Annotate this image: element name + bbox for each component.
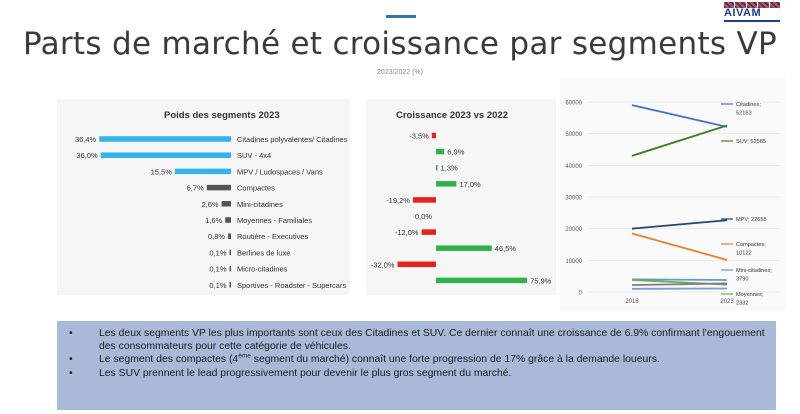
share-value-label: 0,1% xyxy=(209,248,226,257)
share-bar xyxy=(229,282,231,288)
growth-value-label: -32,0% xyxy=(371,260,395,269)
growth-value-label: 17,0% xyxy=(459,180,481,189)
share-value-label: 6,7% xyxy=(187,184,204,193)
series-data-label: Moyennes; xyxy=(736,292,764,298)
share-bar xyxy=(225,217,231,223)
aivam-logo: AIVAM xyxy=(724,2,781,22)
share-bar xyxy=(221,201,231,207)
y-tick-label: 50000 xyxy=(565,132,582,138)
share-bar xyxy=(99,136,232,142)
series-data-label: 3790 xyxy=(736,277,748,283)
growth-bar xyxy=(436,245,492,251)
growth-value-label: -3,5% xyxy=(409,132,429,141)
commentary-item-3: Les SUV prennent le lead progressivement… xyxy=(69,367,766,380)
y-tick-label: 20000 xyxy=(565,227,582,233)
x-tick-label: 2023 xyxy=(720,299,734,305)
growth-value-label: 46,5% xyxy=(495,244,517,253)
logo-underline xyxy=(724,20,780,22)
share-bar xyxy=(228,233,231,239)
commentary-item-1: Les deux segments VP les plus importants… xyxy=(69,327,766,353)
y-tick-label: 10000 xyxy=(565,259,582,265)
share-bar xyxy=(100,152,232,158)
growth-bar xyxy=(431,132,436,139)
share-bar xyxy=(229,265,231,272)
share-category-label: SUV - 4x4 xyxy=(237,151,271,160)
page-subtitle: 2023/2022 (%) xyxy=(377,69,423,76)
commentary-box: Les deux segments VP les plus importants… xyxy=(57,321,776,410)
growth-bar xyxy=(436,164,438,171)
y-tick-label: 40000 xyxy=(565,164,582,170)
share-value-label: 2,6% xyxy=(201,200,218,209)
share-category-label: Mini-citadines xyxy=(237,200,283,209)
share-category-label: MPV / Ludospaces / Vans xyxy=(237,167,323,176)
series-data-label: Citadines; xyxy=(736,102,761,108)
share-value-label: 36,4% xyxy=(75,135,97,144)
share-value-label: 0,1% xyxy=(209,281,226,290)
growth-chart-title: Croissance 2023 vs 2022 xyxy=(396,110,508,121)
growth-bar xyxy=(436,181,457,187)
commentary-list: Les deux segments VP les plus importants… xyxy=(69,327,766,380)
logo-text: AIVAM xyxy=(724,7,762,19)
growth-value-label: 6,9% xyxy=(447,148,464,157)
y-tick-label: 60000 xyxy=(565,101,582,107)
series-line xyxy=(631,219,728,230)
growth-bar xyxy=(421,229,436,235)
share-value-label: 36,0% xyxy=(76,151,98,160)
growth-value-label: -19,2% xyxy=(386,196,410,205)
growth-bar xyxy=(397,261,436,268)
growth-value-label: -12,0% xyxy=(395,228,419,237)
growth-bar xyxy=(436,277,528,284)
share-chart-title: Poids des segments 2023 xyxy=(164,110,280,121)
x-tick-label: 2018 xyxy=(625,299,639,305)
share-chart-panel xyxy=(57,99,350,295)
growth-bar xyxy=(436,148,445,155)
trend-chart-panel xyxy=(560,78,786,310)
y-tick-label: 30000 xyxy=(565,196,582,202)
growth-value-label: 1,3% xyxy=(441,164,458,173)
share-category-label: Berlines de luxe xyxy=(237,248,290,257)
share-category-label: Sportives - Roadster - Supercars xyxy=(237,281,346,290)
series-line xyxy=(631,282,728,286)
commentary-item-2: Le segment des compactes (4ème segment d… xyxy=(69,353,766,367)
share-bar xyxy=(229,249,231,256)
share-category-label: Routière - Executives xyxy=(237,232,309,241)
page-title: Parts de marché et croissance par segmen… xyxy=(22,26,778,62)
series-data-label: Mini-citadines; xyxy=(736,268,772,274)
share-category-label: Compactes xyxy=(237,184,275,193)
series-data-label: 10122 xyxy=(736,251,752,257)
series-data-label: Compactes; xyxy=(736,242,766,248)
logo-mark xyxy=(724,2,781,8)
title-accent-rule xyxy=(386,15,416,18)
share-value-label: 0,1% xyxy=(209,265,226,274)
growth-bar xyxy=(412,197,436,203)
share-category-label: Micro-citadines xyxy=(237,265,288,274)
series-data-label: MPV; 22655 xyxy=(736,217,767,223)
series-line xyxy=(631,232,728,261)
share-value-label: 15,5% xyxy=(151,167,173,176)
share-value-label: 1,6% xyxy=(205,216,222,225)
share-bar xyxy=(206,184,231,191)
series-line xyxy=(631,104,728,128)
share-bar xyxy=(174,168,231,175)
series-data-label: 2332 xyxy=(736,301,748,307)
series-line xyxy=(631,278,728,281)
series-data-label: SUV; 52585 xyxy=(736,139,766,145)
share-value-label: 0,8% xyxy=(208,232,225,241)
growth-value-label: 0,0% xyxy=(415,212,432,221)
share-category-label: Citadines polyvalentes/ Citadines xyxy=(237,135,348,144)
y-tick-label: 0 xyxy=(579,291,583,297)
share-category-label: Moyennes - Familiales xyxy=(237,216,312,225)
growth-value-label: 75,9% xyxy=(530,276,552,285)
series-line xyxy=(631,124,728,157)
series-data-label: 52163 xyxy=(736,111,752,117)
